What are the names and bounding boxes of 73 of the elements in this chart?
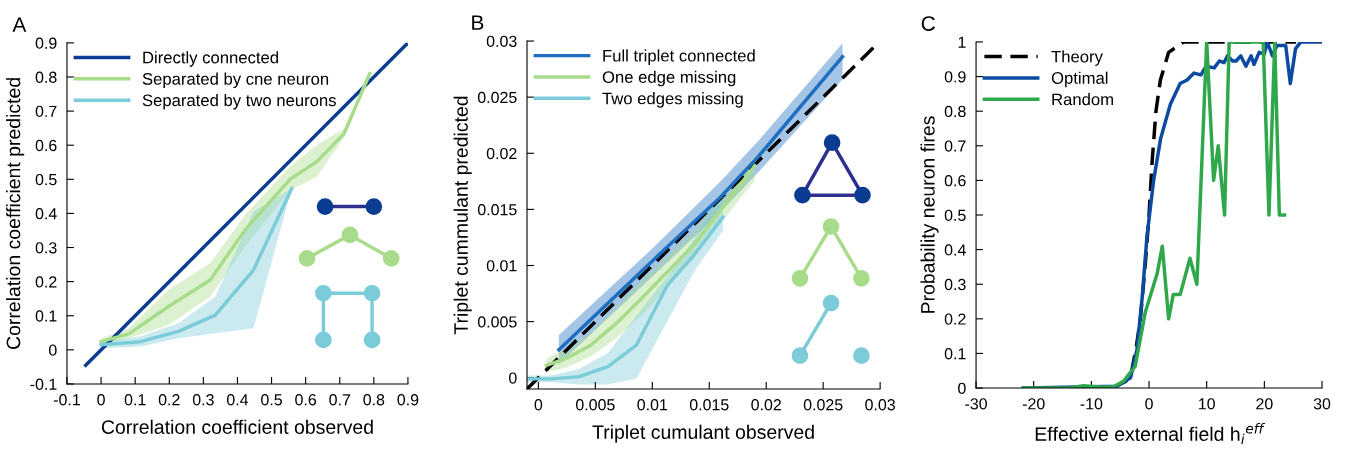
y-tick-label: 0.6 (35, 139, 57, 152)
y-tick-label: 0.4 (35, 208, 57, 220)
legend-label: Random (1052, 93, 1113, 106)
x-axis-title: Effective external field h$_{i}$$^{eff}$ (1035, 423, 1266, 445)
y-tick-label: 0.9 (944, 71, 966, 83)
legend-label: Directly connected (143, 51, 278, 67)
legend-label: Theory (1051, 50, 1103, 66)
x-tick-label: 0.5 (261, 394, 282, 406)
x-tick-label: 30 (1313, 398, 1331, 410)
x-tick-label: 0.1 (124, 394, 146, 406)
legend-label: One edge missing (602, 70, 736, 87)
x-tick-label: -30 (965, 398, 987, 410)
y-tick-label: 0 (48, 344, 57, 356)
x-tick-label: 0.7 (329, 394, 351, 406)
legend-label: Separated by two neurons (142, 93, 336, 110)
line-series (526, 215, 725, 381)
text: A (12, 17, 27, 32)
x-tick-label: -0.1 (53, 394, 80, 406)
y-tick-label: 0.4 (944, 244, 966, 256)
x-tick-label: 0 (97, 394, 105, 406)
y-tick-label: 0.1 (944, 348, 966, 360)
y-tick-label: 0.5 (35, 173, 57, 186)
x-tick-label: 0.025 (803, 399, 843, 411)
y-tick-label: 0.7 (35, 105, 57, 118)
x-tick-label: 0.6 (295, 394, 317, 406)
y-axis-title: Probability neuron fires (920, 116, 939, 313)
text: B (472, 15, 484, 30)
y-tick-label: 1 (958, 36, 966, 48)
y-tick-label: 0.005 (477, 316, 517, 328)
x-tick-label: 0 (534, 399, 543, 411)
x-tick-label: 0.005 (575, 399, 615, 411)
x-axis-title: Correlation coefficient observed (101, 419, 373, 434)
y-tick-label: 0.8 (35, 71, 57, 83)
y-tick-label: 0.03 (486, 35, 517, 47)
x-tick-label: -10 (1080, 398, 1103, 410)
y-tick-label: 0.01 (486, 260, 517, 272)
y-tick-label: 0.3 (35, 242, 57, 254)
x-tick-label: 0.4 (226, 394, 249, 406)
y-tick-label: 0.025 (477, 91, 517, 104)
x-tick-label: 0.02 (751, 399, 781, 411)
y-tick-label: 0.3 (944, 278, 966, 291)
y-tick-label: 0.015 (477, 204, 517, 216)
x-tick-label: 0.9 (397, 394, 419, 406)
legend-label: Full triplet connected (603, 49, 755, 65)
x-tick-label: 0 (1145, 398, 1153, 410)
x-tick-label: 20 (1256, 398, 1273, 410)
x-tick-label: 10 (1199, 398, 1215, 410)
legend-label: Two edges missing (602, 92, 743, 108)
x-tick-label: -20 (1022, 398, 1045, 410)
y-tick-label: 0.5 (944, 209, 966, 221)
x-tick-label: 0.3 (192, 394, 214, 406)
y-axis-title: Triplet cummulant predicted (453, 96, 472, 335)
y-tick-label: 0.6 (944, 175, 966, 187)
y-tick-label: 0.2 (944, 313, 966, 325)
y-axis-title: Correlation coefficient predicted (6, 78, 25, 349)
x-tick-label: 0.01 (637, 399, 668, 411)
x-axis-title: Triplet cumulant observed (592, 424, 814, 443)
y-tick-label: 0.7 (944, 140, 966, 152)
y-tick-label: 0.02 (486, 147, 517, 160)
y-tick-label: -0.1 (30, 378, 57, 390)
x-tick-label: 0.2 (158, 394, 180, 406)
x-tick-label: 0.03 (865, 399, 895, 411)
legend-label: Optimal (1051, 71, 1108, 88)
y-tick-label: 0.9 (35, 37, 57, 49)
legend-label: Separated by cne neuron (142, 72, 329, 89)
y-tick-label: 0 (509, 372, 517, 384)
x-tick-label: 0.8 (363, 394, 385, 406)
y-tick-label: 0 (958, 382, 966, 394)
text: C (921, 16, 935, 31)
x-tick-label: 0.015 (689, 399, 729, 411)
y-tick-label: 0.8 (944, 105, 966, 118)
y-tick-label: 0.2 (35, 276, 57, 288)
y-tick-label: 0.1 (35, 310, 57, 322)
